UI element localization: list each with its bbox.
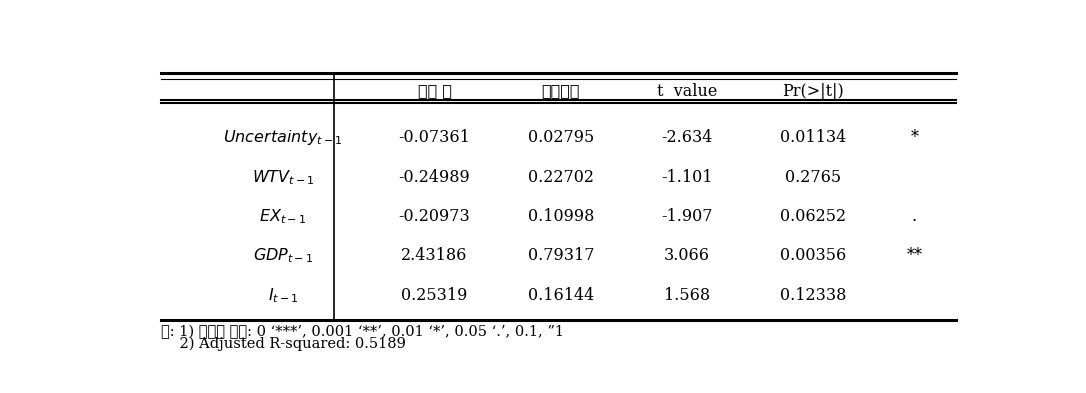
Text: 주: 1) 신뢰도 코드: 0 ‘***’, 0.001 ‘**’, 0.01 ‘*’, 0.05 ‘.’, 0.1, ”1: 주: 1) 신뢰도 코드: 0 ‘***’, 0.001 ‘**’, 0.01 …	[161, 325, 564, 339]
Text: $\mathit{EX}_{t-1}$: $\mathit{EX}_{t-1}$	[260, 207, 306, 226]
Text: **: **	[907, 248, 922, 264]
Text: $\mathit{GDP}_{t-1}$: $\mathit{GDP}_{t-1}$	[253, 247, 313, 265]
Text: 표준오차: 표준오차	[542, 83, 580, 99]
Text: 2.43186: 2.43186	[402, 248, 468, 264]
Text: -0.24989: -0.24989	[399, 169, 470, 186]
Text: -0.07361: -0.07361	[399, 129, 470, 147]
Text: -0.20973: -0.20973	[399, 208, 470, 225]
Text: 0.00356: 0.00356	[780, 248, 846, 264]
Text: -2.634: -2.634	[661, 129, 712, 147]
Text: 0.10998: 0.10998	[528, 208, 594, 225]
Text: 0.25319: 0.25319	[402, 287, 468, 304]
Text: 0.06252: 0.06252	[780, 208, 846, 225]
Text: -1.907: -1.907	[661, 208, 712, 225]
Text: 0.01134: 0.01134	[780, 129, 846, 147]
Text: 추정 값: 추정 값	[417, 83, 452, 99]
Text: 0.79317: 0.79317	[528, 248, 594, 264]
Text: *: *	[910, 129, 919, 147]
Text: -1.101: -1.101	[661, 169, 712, 186]
Text: 0.02795: 0.02795	[528, 129, 594, 147]
Text: Pr(>|t|): Pr(>|t|)	[782, 83, 844, 99]
Text: $\mathit{Uncertainty}_{t-1}$: $\mathit{Uncertainty}_{t-1}$	[224, 129, 343, 147]
Text: .: .	[912, 208, 917, 225]
Text: 0.22702: 0.22702	[528, 169, 594, 186]
Text: 2) Adjusted R-squared: 0.5189: 2) Adjusted R-squared: 0.5189	[161, 336, 406, 351]
Text: 0.12338: 0.12338	[780, 287, 846, 304]
Text: $\mathit{WTV}_{t-1}$: $\mathit{WTV}_{t-1}$	[252, 168, 314, 187]
Text: 0.2765: 0.2765	[785, 169, 842, 186]
Text: 0.16144: 0.16144	[528, 287, 594, 304]
Text: t  value: t value	[657, 83, 717, 99]
Text: 1.568: 1.568	[664, 287, 710, 304]
Text: 3.066: 3.066	[664, 248, 710, 264]
Text: $\mathit{I}_{t-1}$: $\mathit{I}_{t-1}$	[267, 286, 299, 305]
